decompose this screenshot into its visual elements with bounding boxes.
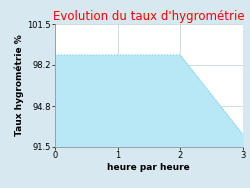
X-axis label: heure par heure: heure par heure: [108, 163, 190, 172]
Title: Evolution du taux d'hygrométrie: Evolution du taux d'hygrométrie: [53, 10, 244, 23]
Y-axis label: Taux hygrométrie %: Taux hygrométrie %: [15, 35, 24, 136]
